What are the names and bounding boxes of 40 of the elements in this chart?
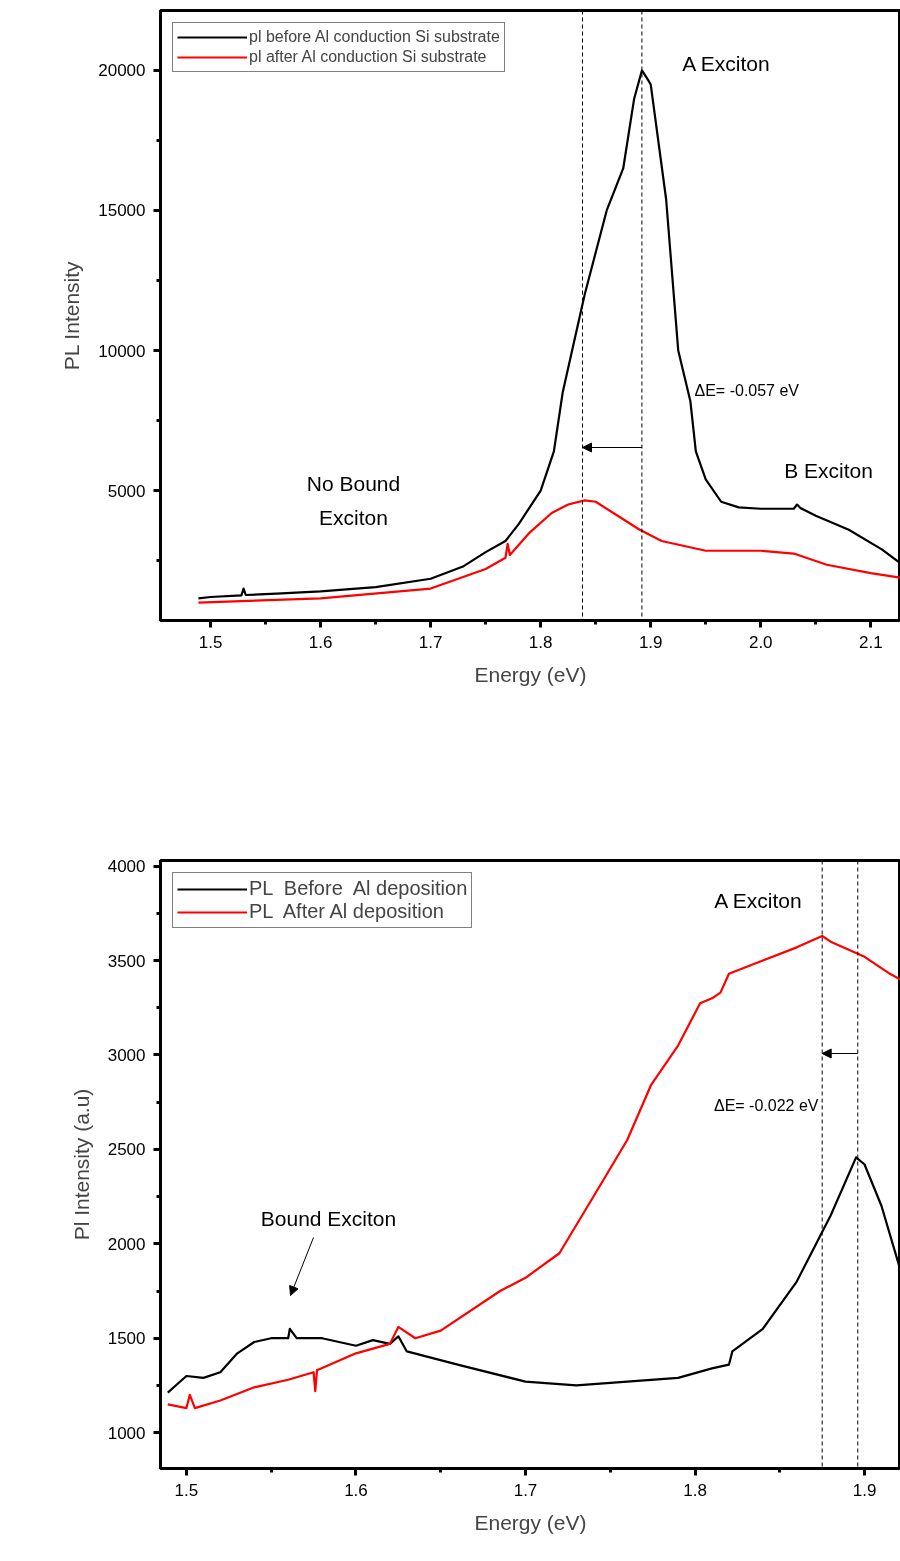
annotation: Bound Exciton <box>260 1207 397 1230</box>
y-tick-label: 20000 <box>98 61 146 81</box>
x-tick-label: 2.1 <box>858 632 883 652</box>
x-tick-label: 1.6 <box>344 1480 368 1500</box>
y-tick-label: 1500 <box>107 1329 146 1349</box>
y-tick-label: 15000 <box>98 201 146 221</box>
legend-label: PL Before Al deposition <box>249 877 468 900</box>
legend-label: pl after Al conduction Si substrate <box>249 48 487 66</box>
y-tick-label: 3000 <box>107 1045 146 1065</box>
annotation: ΔE= -0.057 eV <box>694 382 800 399</box>
y-tick-label: 2000 <box>107 1234 146 1254</box>
y-tick-label: 1000 <box>107 1423 146 1443</box>
x-tick-label: 1.9 <box>852 1480 877 1500</box>
x-tick-label: 1.5 <box>198 632 223 652</box>
x-tick-label: 1.7 <box>513 1480 538 1500</box>
annotation: A Exciton <box>682 52 770 75</box>
line-series <box>197 499 900 604</box>
x-tick-label: 2.0 <box>748 632 773 652</box>
y-axis-title: Pl Intensity (a.u) <box>69 1088 93 1241</box>
y-tick-label: 5000 <box>107 481 146 501</box>
x-axis-title: Energy (eV) <box>474 1510 587 1534</box>
x-tick-label: 1.8 <box>683 1480 707 1500</box>
y-tick-label: 3500 <box>107 951 146 971</box>
x-tick-label: 1.6 <box>308 632 333 652</box>
y-tick-label: 2500 <box>107 1140 146 1160</box>
legend-label: PL After Al deposition <box>249 900 444 923</box>
y-tick-label: 10000 <box>98 341 146 361</box>
x-tick-label: 1.9 <box>638 632 663 652</box>
annotation: B Exciton <box>784 459 873 482</box>
x-tick-label: 1.8 <box>528 632 553 652</box>
x-axis-title: Energy (eV) <box>474 662 587 686</box>
x-tick-label: 1.5 <box>174 1480 199 1500</box>
annotation: No Bound Exciton <box>306 472 401 529</box>
y-axis-title: PL Intensity <box>60 260 84 371</box>
annotation: ΔE= -0.022 eV <box>713 1097 819 1114</box>
x-tick-label: 1.7 <box>418 632 443 652</box>
line-series <box>166 934 900 1410</box>
annotation: A Exciton <box>714 889 802 912</box>
legend-label: pl before Al conduction Si substrate <box>249 28 500 46</box>
y-tick-label: 4000 <box>107 857 146 877</box>
